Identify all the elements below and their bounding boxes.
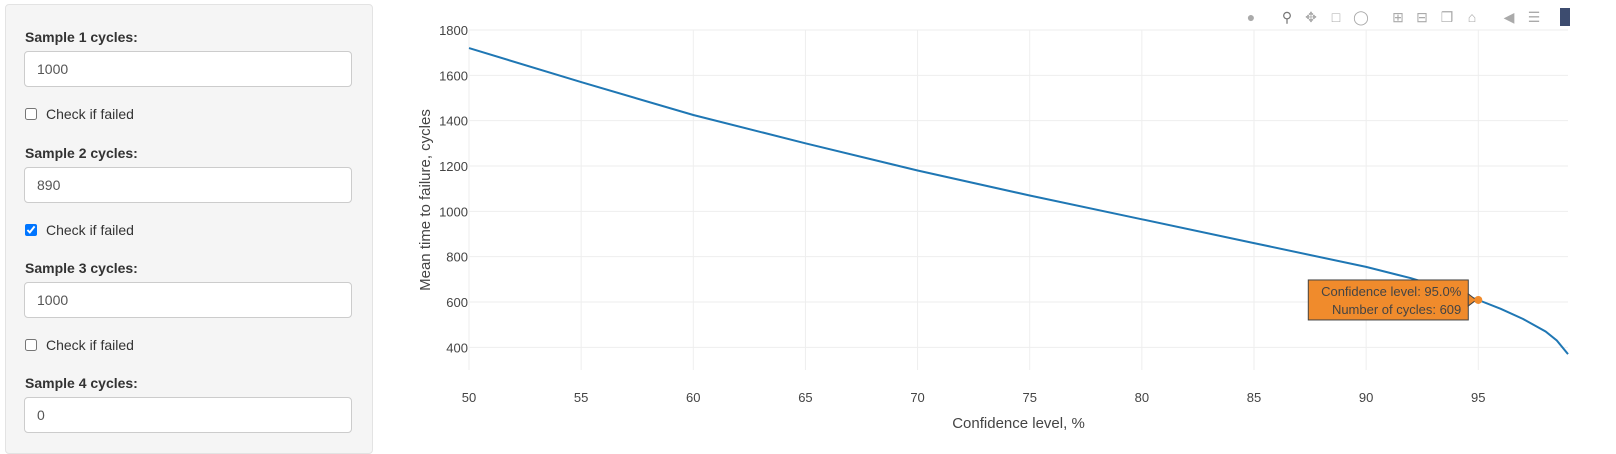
- sample-1-label: Sample 1 cycles:: [25, 29, 138, 45]
- x-tick-label: 65: [798, 390, 812, 405]
- camera-icon[interactable]: ●: [1246, 9, 1256, 25]
- hover-box: [1307, 279, 1469, 321]
- hover-tooltip: Confidence level: 95.0% Number of cycles…: [1307, 279, 1483, 321]
- sample-1-failed-checkbox[interactable]: [25, 108, 37, 120]
- y-tick-label: 1200: [439, 159, 468, 174]
- sample-3-failed-checkbox[interactable]: [25, 339, 37, 351]
- sample-2-failed-checkbox[interactable]: [25, 224, 37, 236]
- y-tick-label: 1800: [439, 23, 468, 38]
- zoom-icon[interactable]: ⚲: [1281, 9, 1293, 25]
- y-tick-label: 400: [446, 340, 468, 355]
- plotly-logo-icon[interactable]: [1560, 8, 1570, 26]
- sample-2-failed-row[interactable]: Check if failed: [24, 221, 134, 239]
- sample-4-cycles-input[interactable]: [24, 397, 352, 433]
- x-tick-label: 90: [1359, 390, 1373, 405]
- sample-3-cycles-input[interactable]: [24, 282, 352, 318]
- input-panel: Sample 1 cycles: Check if failed Sample …: [5, 4, 373, 454]
- box-select-icon[interactable]: □: [1331, 9, 1341, 25]
- sample-1-failed-label: Check if failed: [46, 106, 134, 122]
- sample-3-failed-label: Check if failed: [46, 337, 134, 353]
- x-tick-label: 85: [1247, 390, 1261, 405]
- sample-2-failed-label: Check if failed: [46, 222, 134, 238]
- y-tick-label: 800: [446, 250, 468, 265]
- hover-point: [1474, 295, 1483, 304]
- hover-line-1: Confidence level: 95.0%: [1321, 284, 1462, 299]
- x-tick-label: 95: [1471, 390, 1485, 405]
- lasso-select-icon[interactable]: ◯: [1353, 9, 1369, 25]
- mttf-series-line: [468, 47, 1569, 355]
- x-tick-label: 60: [686, 390, 700, 405]
- sample-2-cycles-input[interactable]: [24, 167, 352, 203]
- x-axis-label: Confidence level, %: [952, 415, 1085, 432]
- x-tick-label: 55: [574, 390, 588, 405]
- sample-4-label: Sample 4 cycles:: [25, 375, 138, 391]
- sample-3-label: Sample 3 cycles:: [25, 260, 138, 276]
- x-tick-label: 75: [1022, 390, 1036, 405]
- hover-arrow: [1467, 292, 1478, 307]
- sample-3-failed-row[interactable]: Check if failed: [24, 336, 134, 354]
- sample-1-cycles-input[interactable]: [24, 51, 352, 87]
- zoom-in-icon[interactable]: ⊞: [1392, 9, 1404, 25]
- compare-data-icon[interactable]: ☰: [1527, 9, 1541, 25]
- x-tick-label: 70: [910, 390, 924, 405]
- y-tick-labels: 400 600 800 1000 1200 1400 1600 1800: [439, 23, 468, 355]
- y-tick-label: 1600: [439, 68, 468, 83]
- hover-line-2: Number of cycles: 609: [1332, 302, 1461, 317]
- y-tick-label: 600: [446, 295, 468, 310]
- x-tick-labels: 50 55 60 65 70 75 80 85 90 95: [462, 390, 1486, 405]
- y-axis-label: Mean time to failure, cycles: [417, 109, 434, 291]
- y-tick-label: 1000: [439, 204, 468, 219]
- y-tick-label: 1400: [439, 114, 468, 129]
- grid-lines: [468, 29, 1568, 370]
- autoscale-icon[interactable]: ❒: [1440, 9, 1454, 25]
- x-tick-label: 80: [1135, 390, 1149, 405]
- spike-lines-icon[interactable]: ◀: [1503, 9, 1515, 25]
- x-tick-label: 50: [462, 390, 476, 405]
- sample-1-failed-row[interactable]: Check if failed: [24, 105, 134, 123]
- reset-axes-icon[interactable]: ⌂: [1467, 9, 1477, 25]
- zoom-out-icon[interactable]: ⊟: [1416, 9, 1428, 25]
- pan-icon[interactable]: ✥: [1305, 9, 1317, 25]
- sample-2-label: Sample 2 cycles:: [25, 145, 138, 161]
